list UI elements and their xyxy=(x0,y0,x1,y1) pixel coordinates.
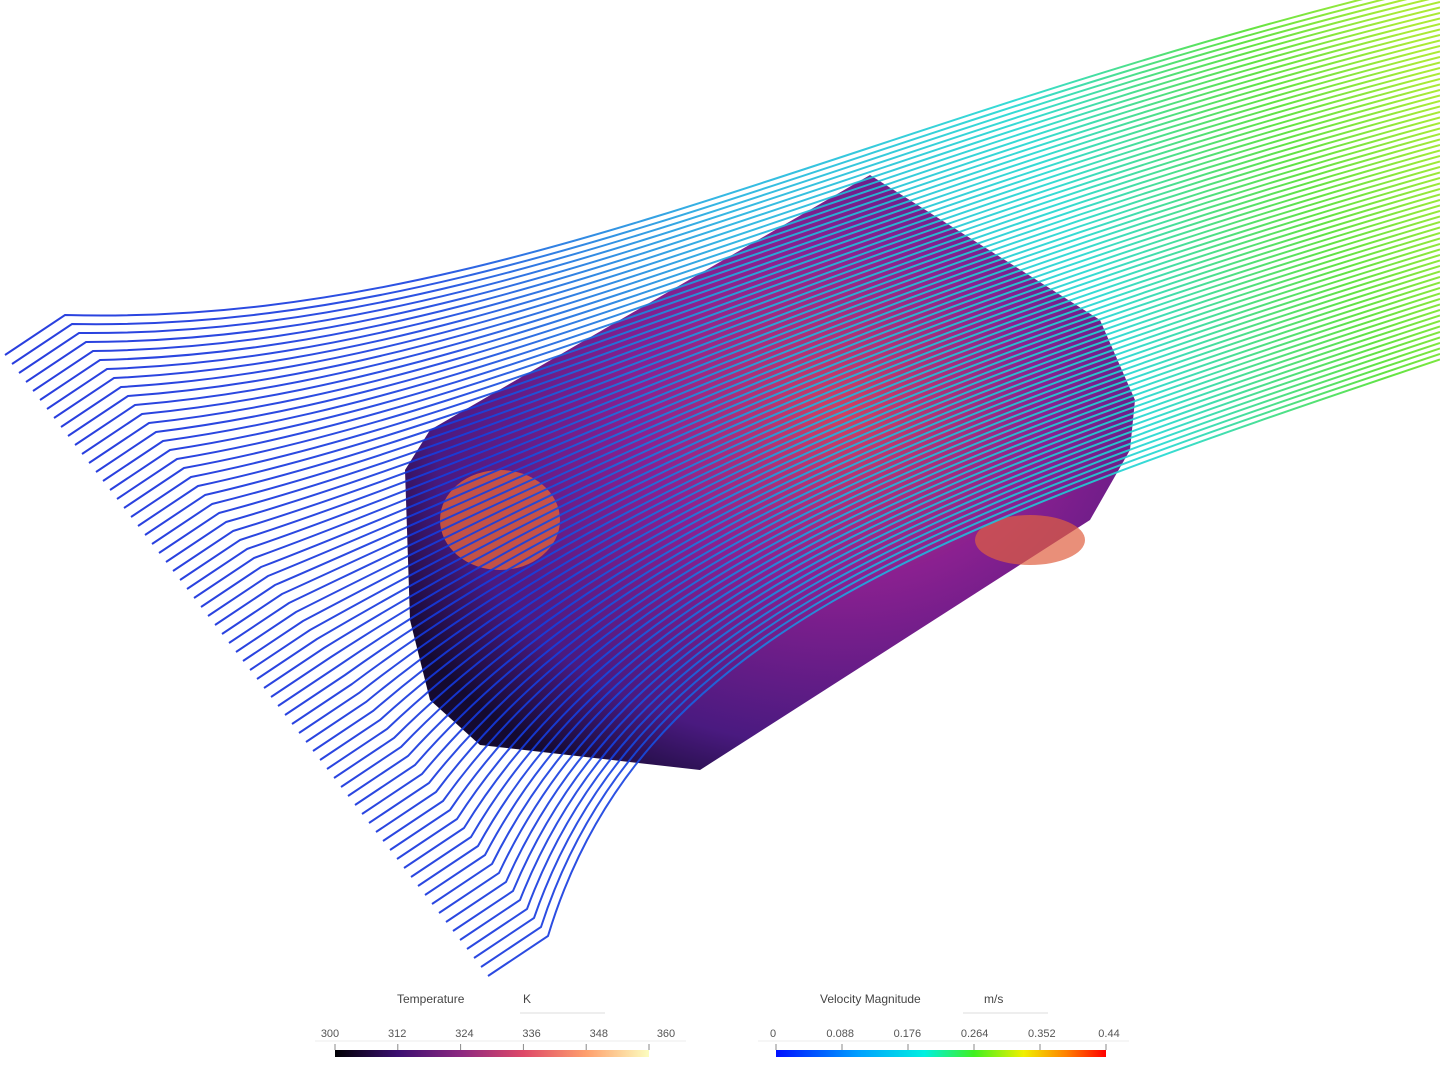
streamline xyxy=(207,138,1440,617)
streamline xyxy=(18,0,1408,374)
streamline xyxy=(417,303,1440,887)
legends: Temperature K 300 312 324 336 348 360 Velocity M… xyxy=(315,992,1129,1057)
tick-label: 0.176 xyxy=(894,1028,922,1040)
streamline xyxy=(480,353,1440,968)
streamline xyxy=(116,67,1440,500)
streamline xyxy=(347,248,1440,797)
streamline xyxy=(228,155,1440,644)
streamline xyxy=(144,89,1440,536)
tick-label: 312 xyxy=(388,1028,406,1040)
tick-label: 348 xyxy=(590,1028,608,1040)
tick-label: 0.264 xyxy=(961,1028,989,1040)
color-bar xyxy=(776,1050,1106,1057)
streamline xyxy=(200,133,1440,608)
streamline xyxy=(431,314,1440,905)
streamline xyxy=(46,12,1440,410)
streamline xyxy=(277,193,1440,707)
tick-label: 0 xyxy=(770,1028,776,1040)
streamline xyxy=(473,347,1440,959)
streamline xyxy=(466,342,1440,950)
streamline xyxy=(333,237,1440,779)
streamline xyxy=(361,259,1440,815)
streamline xyxy=(235,160,1440,653)
streamline xyxy=(179,116,1440,581)
streamline xyxy=(165,105,1440,563)
streamline xyxy=(270,188,1440,698)
tick-label: 360 xyxy=(657,1028,675,1040)
streamline xyxy=(67,28,1440,437)
streamline xyxy=(438,320,1440,914)
streamline xyxy=(186,122,1440,590)
streamline xyxy=(109,61,1440,491)
legend-unit: K xyxy=(523,992,531,1006)
tick-label: 300 xyxy=(321,1028,339,1040)
streamline xyxy=(39,6,1440,401)
streamline xyxy=(396,287,1440,860)
streamline xyxy=(123,72,1440,509)
streamline xyxy=(445,325,1440,923)
streamline xyxy=(368,265,1440,824)
tick-label: 0.352 xyxy=(1028,1028,1056,1040)
streamline xyxy=(263,182,1440,689)
hot-spot xyxy=(975,515,1085,565)
streamline xyxy=(193,127,1440,599)
streamline xyxy=(340,243,1440,788)
streamline xyxy=(305,215,1440,743)
legend-title: Velocity Magnitude xyxy=(820,992,921,1006)
streamline xyxy=(214,144,1440,626)
streamline xyxy=(312,221,1440,752)
streamline xyxy=(298,210,1440,734)
streamline xyxy=(81,39,1440,455)
tick-label: 0.44 xyxy=(1098,1028,1119,1040)
streamline xyxy=(375,270,1440,833)
streamline xyxy=(410,298,1440,878)
streamline xyxy=(221,149,1440,635)
streamline xyxy=(53,17,1440,419)
legend-title: Temperature xyxy=(397,992,465,1006)
tick-label: 336 xyxy=(522,1028,540,1040)
streamlines xyxy=(4,0,1440,977)
tick-label: 0.088 xyxy=(826,1028,854,1040)
streamline xyxy=(95,50,1440,473)
streamline xyxy=(452,331,1440,932)
streamline xyxy=(137,83,1440,527)
streamline xyxy=(459,336,1440,941)
streamline xyxy=(32,1,1440,392)
streamline xyxy=(25,0,1430,383)
streamline xyxy=(326,232,1440,770)
streamline xyxy=(74,34,1440,446)
streamline xyxy=(291,204,1440,725)
streamline xyxy=(424,309,1440,896)
streamline xyxy=(158,100,1440,554)
color-bar xyxy=(335,1050,649,1057)
streamline xyxy=(151,94,1440,545)
streamline xyxy=(102,56,1440,482)
streamline xyxy=(11,0,1386,365)
streamline xyxy=(284,199,1440,716)
streamline xyxy=(60,23,1440,428)
streamline xyxy=(319,226,1440,761)
streamline xyxy=(403,292,1440,869)
streamline xyxy=(389,281,1440,851)
streamline xyxy=(242,166,1440,662)
streamline xyxy=(487,358,1440,977)
legend-unit: m/s xyxy=(984,992,1003,1006)
tick-label: 324 xyxy=(455,1028,473,1040)
streamline xyxy=(354,254,1440,806)
streamline xyxy=(382,276,1440,842)
streamline xyxy=(256,177,1440,680)
streamline xyxy=(88,45,1440,464)
streamline xyxy=(4,0,1364,356)
streamline xyxy=(130,78,1440,518)
streamline xyxy=(172,111,1440,572)
streamline xyxy=(249,171,1440,671)
